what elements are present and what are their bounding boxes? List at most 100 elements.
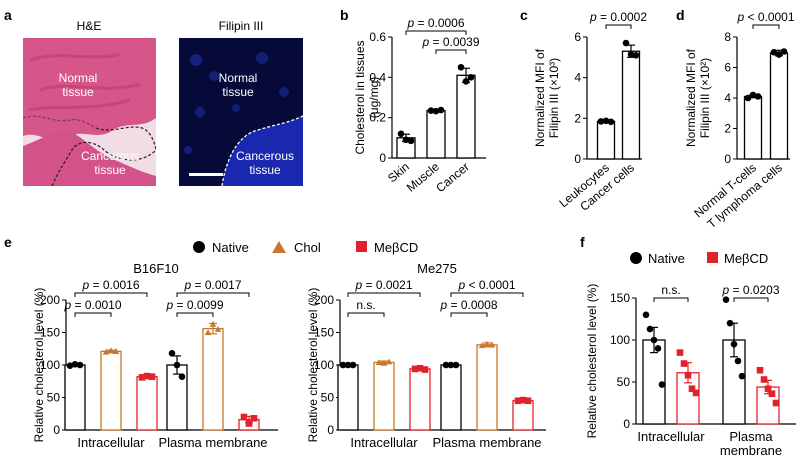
data-point — [775, 51, 783, 58]
data-point — [688, 385, 696, 393]
significance-label: n.s. — [356, 298, 375, 312]
x-group-label: Intracellular — [637, 429, 705, 444]
data-point — [650, 336, 658, 344]
he-normal-label-2: tissue — [62, 85, 94, 99]
data-point — [756, 366, 764, 374]
legend-chol-label: Chol — [294, 240, 321, 255]
bar — [426, 109, 446, 159]
y-tick-label: 50 — [47, 391, 61, 405]
legend-native-label: Native — [212, 240, 249, 255]
data-point — [447, 361, 455, 369]
data-point — [764, 385, 772, 393]
bar — [409, 368, 431, 431]
data-point — [780, 48, 788, 55]
data-point — [457, 63, 465, 71]
data-point — [452, 361, 460, 369]
chart-title: B16F10 — [133, 261, 179, 276]
bar — [621, 50, 641, 160]
y-tick-label: 6 — [574, 30, 581, 44]
data-point — [397, 130, 405, 138]
y-axis-label: Filipin III (×10²) — [698, 58, 712, 138]
legend-f-native-marker — [630, 252, 642, 264]
significance-bracket — [450, 292, 524, 297]
legend-mbcd-label: MeβCD — [374, 240, 418, 255]
data-point — [71, 361, 79, 368]
y-tick-label: 0.4 — [369, 70, 386, 84]
bar — [440, 364, 462, 431]
y-axis-label: Relative cholesterol level (%) — [32, 288, 46, 443]
data-point — [143, 372, 151, 380]
data-point — [726, 319, 734, 327]
y-axis-label: Relative cholesterol level (%) — [306, 288, 320, 443]
he-normal-label-1: Normal — [59, 71, 98, 85]
data-point — [722, 296, 730, 303]
significance-bracket — [435, 49, 467, 54]
panel-letter-a: a — [4, 7, 12, 23]
data-point — [442, 361, 450, 369]
filipin-title: Filipin III — [219, 19, 264, 33]
data-point — [760, 376, 768, 383]
chart-title: Me275 — [417, 261, 457, 276]
legend-native-marker — [193, 241, 205, 253]
panel-letter-e: e — [4, 234, 12, 250]
data-point — [597, 118, 605, 125]
he-micrograph — [23, 38, 156, 186]
bar — [136, 376, 158, 431]
data-point — [744, 94, 752, 102]
x-group-label: Plasma membrane — [158, 435, 267, 450]
data-point — [427, 107, 435, 114]
data-point — [385, 358, 393, 365]
y-tick-label: 2 — [724, 122, 731, 136]
significance-bracket — [74, 292, 148, 297]
significance-bracket — [176, 312, 214, 317]
legend-mbcd-marker — [356, 241, 367, 252]
y-tick-label: 150 — [40, 326, 60, 340]
data-point — [138, 374, 146, 381]
data-point — [684, 371, 692, 379]
y-tick-label: 0.6 — [369, 30, 386, 44]
y-tick-label: 100 — [40, 358, 60, 372]
x-group-label: Plasma membrane — [432, 435, 541, 450]
y-axis-label: Normalized MFI of — [684, 48, 698, 147]
x-group-label: Plasma — [729, 429, 773, 444]
y-tick-label: 0 — [574, 152, 581, 166]
data-point — [754, 93, 762, 100]
significance-label: p = 0.0099 — [165, 298, 223, 312]
he-cancer-label-2: tissue — [94, 163, 126, 177]
significance-label: p = 0.0002 — [589, 10, 647, 24]
legend-f-mbcd-label: MeβCD — [724, 251, 768, 266]
data-point — [437, 106, 445, 114]
significance-bracket — [605, 24, 632, 29]
significance-label: p = 0.0203 — [721, 283, 779, 297]
data-point — [627, 50, 635, 58]
data-point — [411, 365, 419, 373]
bar — [100, 350, 122, 431]
data-point — [524, 397, 532, 405]
y-axis-label: (μg/mg) — [367, 77, 381, 119]
data-point — [421, 366, 429, 373]
legend-f-native-label: Native — [648, 251, 685, 266]
data-point — [478, 342, 486, 349]
y-tick-label: 2 — [574, 111, 581, 125]
data-point — [607, 118, 615, 126]
bar — [596, 120, 616, 160]
significance-label: p < 0.0001 — [736, 10, 794, 24]
filipin-cancer-label-2: tissue — [249, 163, 281, 177]
panel-letter-b: b — [340, 7, 349, 23]
chart-d: 0 2 4 6 8 Normalized MFI of Filipin III (×10²)… — [684, 10, 795, 231]
data-point — [102, 348, 110, 355]
data-point — [730, 340, 738, 348]
panel-letter-d: d — [676, 7, 685, 23]
x-group-label: Intracellular — [77, 435, 145, 450]
data-point — [768, 390, 776, 398]
bar — [456, 74, 476, 159]
y-tick-label: 50 — [321, 391, 335, 405]
data-point — [214, 325, 222, 332]
significance-label: p = 0.0006 — [406, 16, 464, 30]
data-point — [772, 399, 780, 407]
data-point — [680, 360, 688, 367]
y-tick-label: 0.2 — [369, 111, 386, 125]
data-point — [602, 117, 610, 125]
